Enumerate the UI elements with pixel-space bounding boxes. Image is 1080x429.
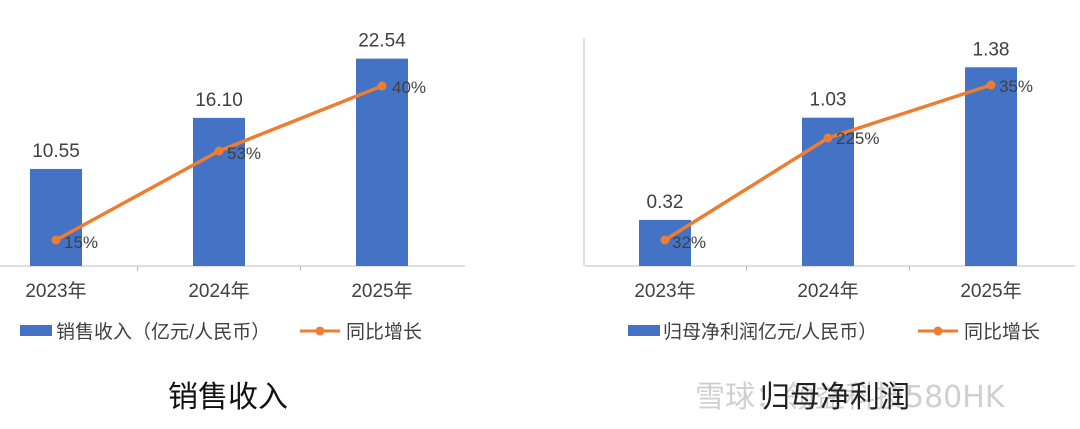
chart-2-legend-line-marker — [933, 326, 943, 336]
chart-2-legend-bar-swatch — [628, 325, 660, 336]
chart-1-growth-label: 15% — [64, 233, 98, 252]
chart-1-growth-point — [214, 146, 224, 156]
chart-2-growth-label: 225% — [836, 129, 879, 148]
chart-2-x-tick-label: 2023年 — [634, 280, 695, 302]
chart-1-legend-bar-swatch — [20, 325, 52, 336]
chart-2-x-tick-label: 2025年 — [960, 280, 1021, 302]
chart-1-growth-point — [51, 235, 61, 245]
chart-1-bar — [30, 168, 82, 266]
chart-2-growth-point — [986, 80, 996, 90]
chart-1-caption: 销售收入 — [168, 380, 288, 415]
chart-2-growth-point — [823, 133, 833, 143]
chart-2-growth-label: 32% — [672, 233, 706, 252]
chart-2-x-tick-label: 2024年 — [797, 280, 858, 302]
chart-1-x-tick-label: 2025年 — [351, 280, 412, 302]
chart-1-legend-line-label: 同比增长 — [346, 321, 422, 343]
chart-2-caption: 归母净利润 — [760, 380, 910, 415]
watermark: 雪球：领益科技580HK — [695, 380, 1005, 415]
chart-1-bar-label: 10.55 — [32, 141, 80, 162]
chart-2-legend-line-label: 同比增长 — [964, 321, 1040, 343]
chart-1-growth-point — [377, 81, 387, 91]
chart-1-growth-label: 40% — [392, 78, 426, 97]
chart-1-growth-label: 53% — [227, 144, 261, 163]
chart-1-x-tick-label: 2023年 — [25, 280, 86, 302]
chart-1-x-tick-label: 2024年 — [188, 280, 249, 302]
chart-2-bar — [965, 67, 1017, 266]
chart-2-bar-label: 1.38 — [973, 39, 1010, 60]
chart-1-bar-label: 22.54 — [358, 31, 406, 52]
chart-2-bar-label: 1.03 — [810, 90, 847, 111]
chart-2-growth-label: 35% — [999, 77, 1033, 96]
chart-2-growth-point — [660, 235, 670, 245]
chart-1-bar-label: 16.10 — [195, 90, 243, 111]
chart-1-legend-line-marker — [315, 326, 325, 336]
chart-2-legend-bar-label: 归母净利润亿元/人民币） — [663, 321, 877, 343]
chart-2-bar-label: 0.32 — [647, 192, 684, 213]
chart-1-legend-bar-label: 销售收入（亿元/人民币） — [56, 321, 270, 343]
chart-1-bar — [193, 117, 245, 266]
